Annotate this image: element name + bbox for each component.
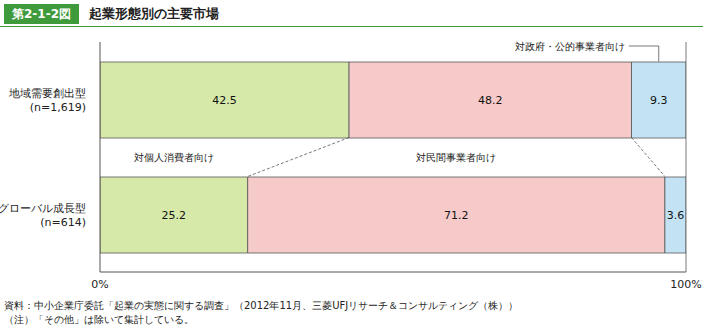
svg-text:71.2: 71.2 — [444, 209, 469, 222]
svg-text:48.2: 48.2 — [478, 94, 503, 107]
html-text:第2-1-2図: 第2-1-2図 — [12, 7, 71, 21]
svg-text:グローバル成長型: グローバル成長型 — [8, 202, 86, 215]
svg-text:3.6: 3.6 — [667, 209, 685, 222]
svg-text:25.2: 25.2 — [162, 209, 187, 222]
svg-text:(n=1,619): (n=1,619) — [30, 101, 86, 114]
svg-text:0%: 0% — [91, 278, 108, 291]
svg-text:9.3: 9.3 — [650, 94, 668, 107]
html-text:（注）「その他」は除いて集計している。: （注）「その他」は除いて集計している。 — [4, 314, 194, 325]
svg-text:対民間事業者向け: 対民間事業者向け — [416, 152, 496, 163]
svg-text:地域需要創出型: 地域需要創出型 — [8, 87, 86, 100]
svg-text:(n=614): (n=614) — [40, 216, 86, 229]
svg-text:対個人消費者向け: 対個人消費者向け — [134, 152, 214, 163]
svg-text:42.5: 42.5 — [212, 94, 237, 107]
svg-text:100%: 100% — [670, 278, 695, 291]
svg-text:対政府・公的事業者向け: 対政府・公的事業者向け — [515, 41, 625, 52]
html-text:起業形態別の主要市場: 起業形態別の主要市場 — [89, 6, 219, 21]
html-text:資料：中小企業庁委託「起業の実態に関する調査」（2012年1: 資料：中小企業庁委託「起業の実態に関する調査」（2012年11月、三菱UFJリサ… — [4, 300, 519, 311]
